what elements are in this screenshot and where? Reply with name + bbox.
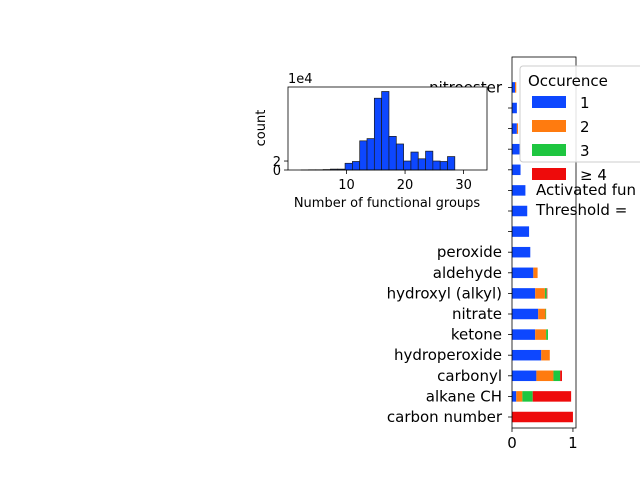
histogram-bin [352, 161, 361, 171]
bar-segment [512, 226, 530, 237]
histogram-bin [410, 151, 419, 171]
bar-segment [532, 391, 572, 402]
inset-axes-frame [287, 86, 488, 171]
bar-segment [512, 246, 531, 258]
legend-entry-label: 3 [580, 142, 590, 160]
legend-entry-label: 1 [580, 94, 590, 112]
histogram-y-tick-label: 0 [273, 164, 281, 179]
legend-note-activated: Activated fun [536, 181, 636, 199]
bar-segment [536, 370, 554, 382]
bar-segment [512, 370, 537, 382]
histogram-bin [403, 160, 412, 171]
bar-segment [522, 391, 533, 402]
functional-group-bar-chart: carbon number alkane CH carbonyl hydroperox… [387, 56, 578, 452]
legend-swatch [532, 96, 566, 108]
category-label: aldehyde [433, 264, 502, 282]
bar-segment [541, 349, 550, 361]
bar-segment [560, 370, 562, 382]
bar-segment [546, 288, 548, 299]
histogram-bars [300, 91, 456, 171]
bar-segment [512, 349, 542, 361]
histogram-y-tick-label: 2 [273, 155, 281, 170]
category-label: alkane CH [426, 387, 502, 405]
bar-segment [535, 288, 545, 299]
legend-entry-label: 2 [580, 118, 590, 136]
histogram-bin [381, 91, 390, 171]
legend-box [519, 65, 640, 163]
bar-segment [546, 329, 548, 340]
bar-segment [516, 391, 523, 402]
category-label: hydroperoxide [394, 346, 502, 364]
histogram-inset: 10 20 30 02 1e4 Number of functional group… [254, 72, 488, 211]
histogram-x-tick-label: 20 [397, 178, 414, 193]
legend-swatch [532, 144, 566, 156]
histogram-bin [373, 97, 382, 171]
bar-segment [535, 329, 547, 340]
histogram-bin [395, 143, 404, 171]
bar-axes-frame [511, 56, 577, 429]
histogram-bin [432, 160, 441, 171]
legend-entry-label: ≥ 4 [580, 166, 607, 184]
category-label: peroxide [437, 243, 502, 261]
histogram-x-tick-label: 30 [455, 178, 472, 193]
bar-segment [512, 102, 517, 114]
category-label: ketone [451, 326, 502, 344]
bar-segment [545, 308, 547, 320]
bar-marks [512, 82, 573, 423]
category-label: carbonyl [437, 367, 502, 385]
bar-segment [512, 185, 526, 196]
histogram-bin [447, 156, 456, 171]
bar-segment [512, 123, 517, 134]
histogram-y-ticks: 02 [273, 155, 288, 179]
histogram-x-tick-label: 10 [338, 178, 355, 193]
histogram-bin [359, 140, 368, 171]
histogram-bin [425, 150, 434, 171]
bar-segment [553, 370, 561, 382]
legend-swatch [532, 168, 566, 180]
bar-segment [512, 82, 516, 93]
bar-segment [512, 205, 528, 217]
histogram-x-label: Number of functional groups [294, 196, 481, 211]
bar-segment [544, 288, 547, 299]
legend-note-threshold: Threshold = [535, 201, 627, 219]
histogram-offset-label: 1e4 [288, 72, 313, 87]
bar-segment [512, 411, 573, 423]
x-tick-label: 0 [507, 434, 517, 452]
bar-segment [512, 308, 539, 320]
bar-segment [512, 391, 517, 402]
category-label: nitrate [452, 305, 502, 323]
histogram-bin [388, 136, 397, 171]
legend-swatch [532, 120, 566, 132]
bar-segment [512, 329, 536, 340]
bar-segment [512, 143, 520, 155]
bar-segment [512, 288, 536, 299]
legend-items: 1 2 3 ≥ 4 [532, 94, 607, 184]
bar-segment [512, 267, 534, 279]
category-label: carbon number [387, 408, 503, 426]
bar-segment [512, 164, 521, 176]
histogram-y-label: count [254, 110, 269, 147]
bar-segment [533, 267, 538, 279]
legend: Occurence 1 2 3 ≥ 4 [519, 65, 640, 184]
histogram-x-ticks: 10 20 30 [338, 170, 472, 193]
histogram-bin [344, 162, 353, 171]
category-labels: carbon number alkane CH carbonyl hydroperox… [387, 78, 512, 426]
legend-title: Occurence [528, 72, 608, 90]
category-label: hydroxyl (alkyl) [387, 284, 502, 302]
bar-segment [538, 308, 546, 320]
histogram-bin [417, 158, 426, 171]
bar-segment [516, 123, 519, 134]
x-tick-label: 1 [568, 434, 578, 452]
bar-segment [515, 82, 517, 93]
histogram-bin [439, 161, 448, 171]
histogram-bin [366, 138, 375, 171]
